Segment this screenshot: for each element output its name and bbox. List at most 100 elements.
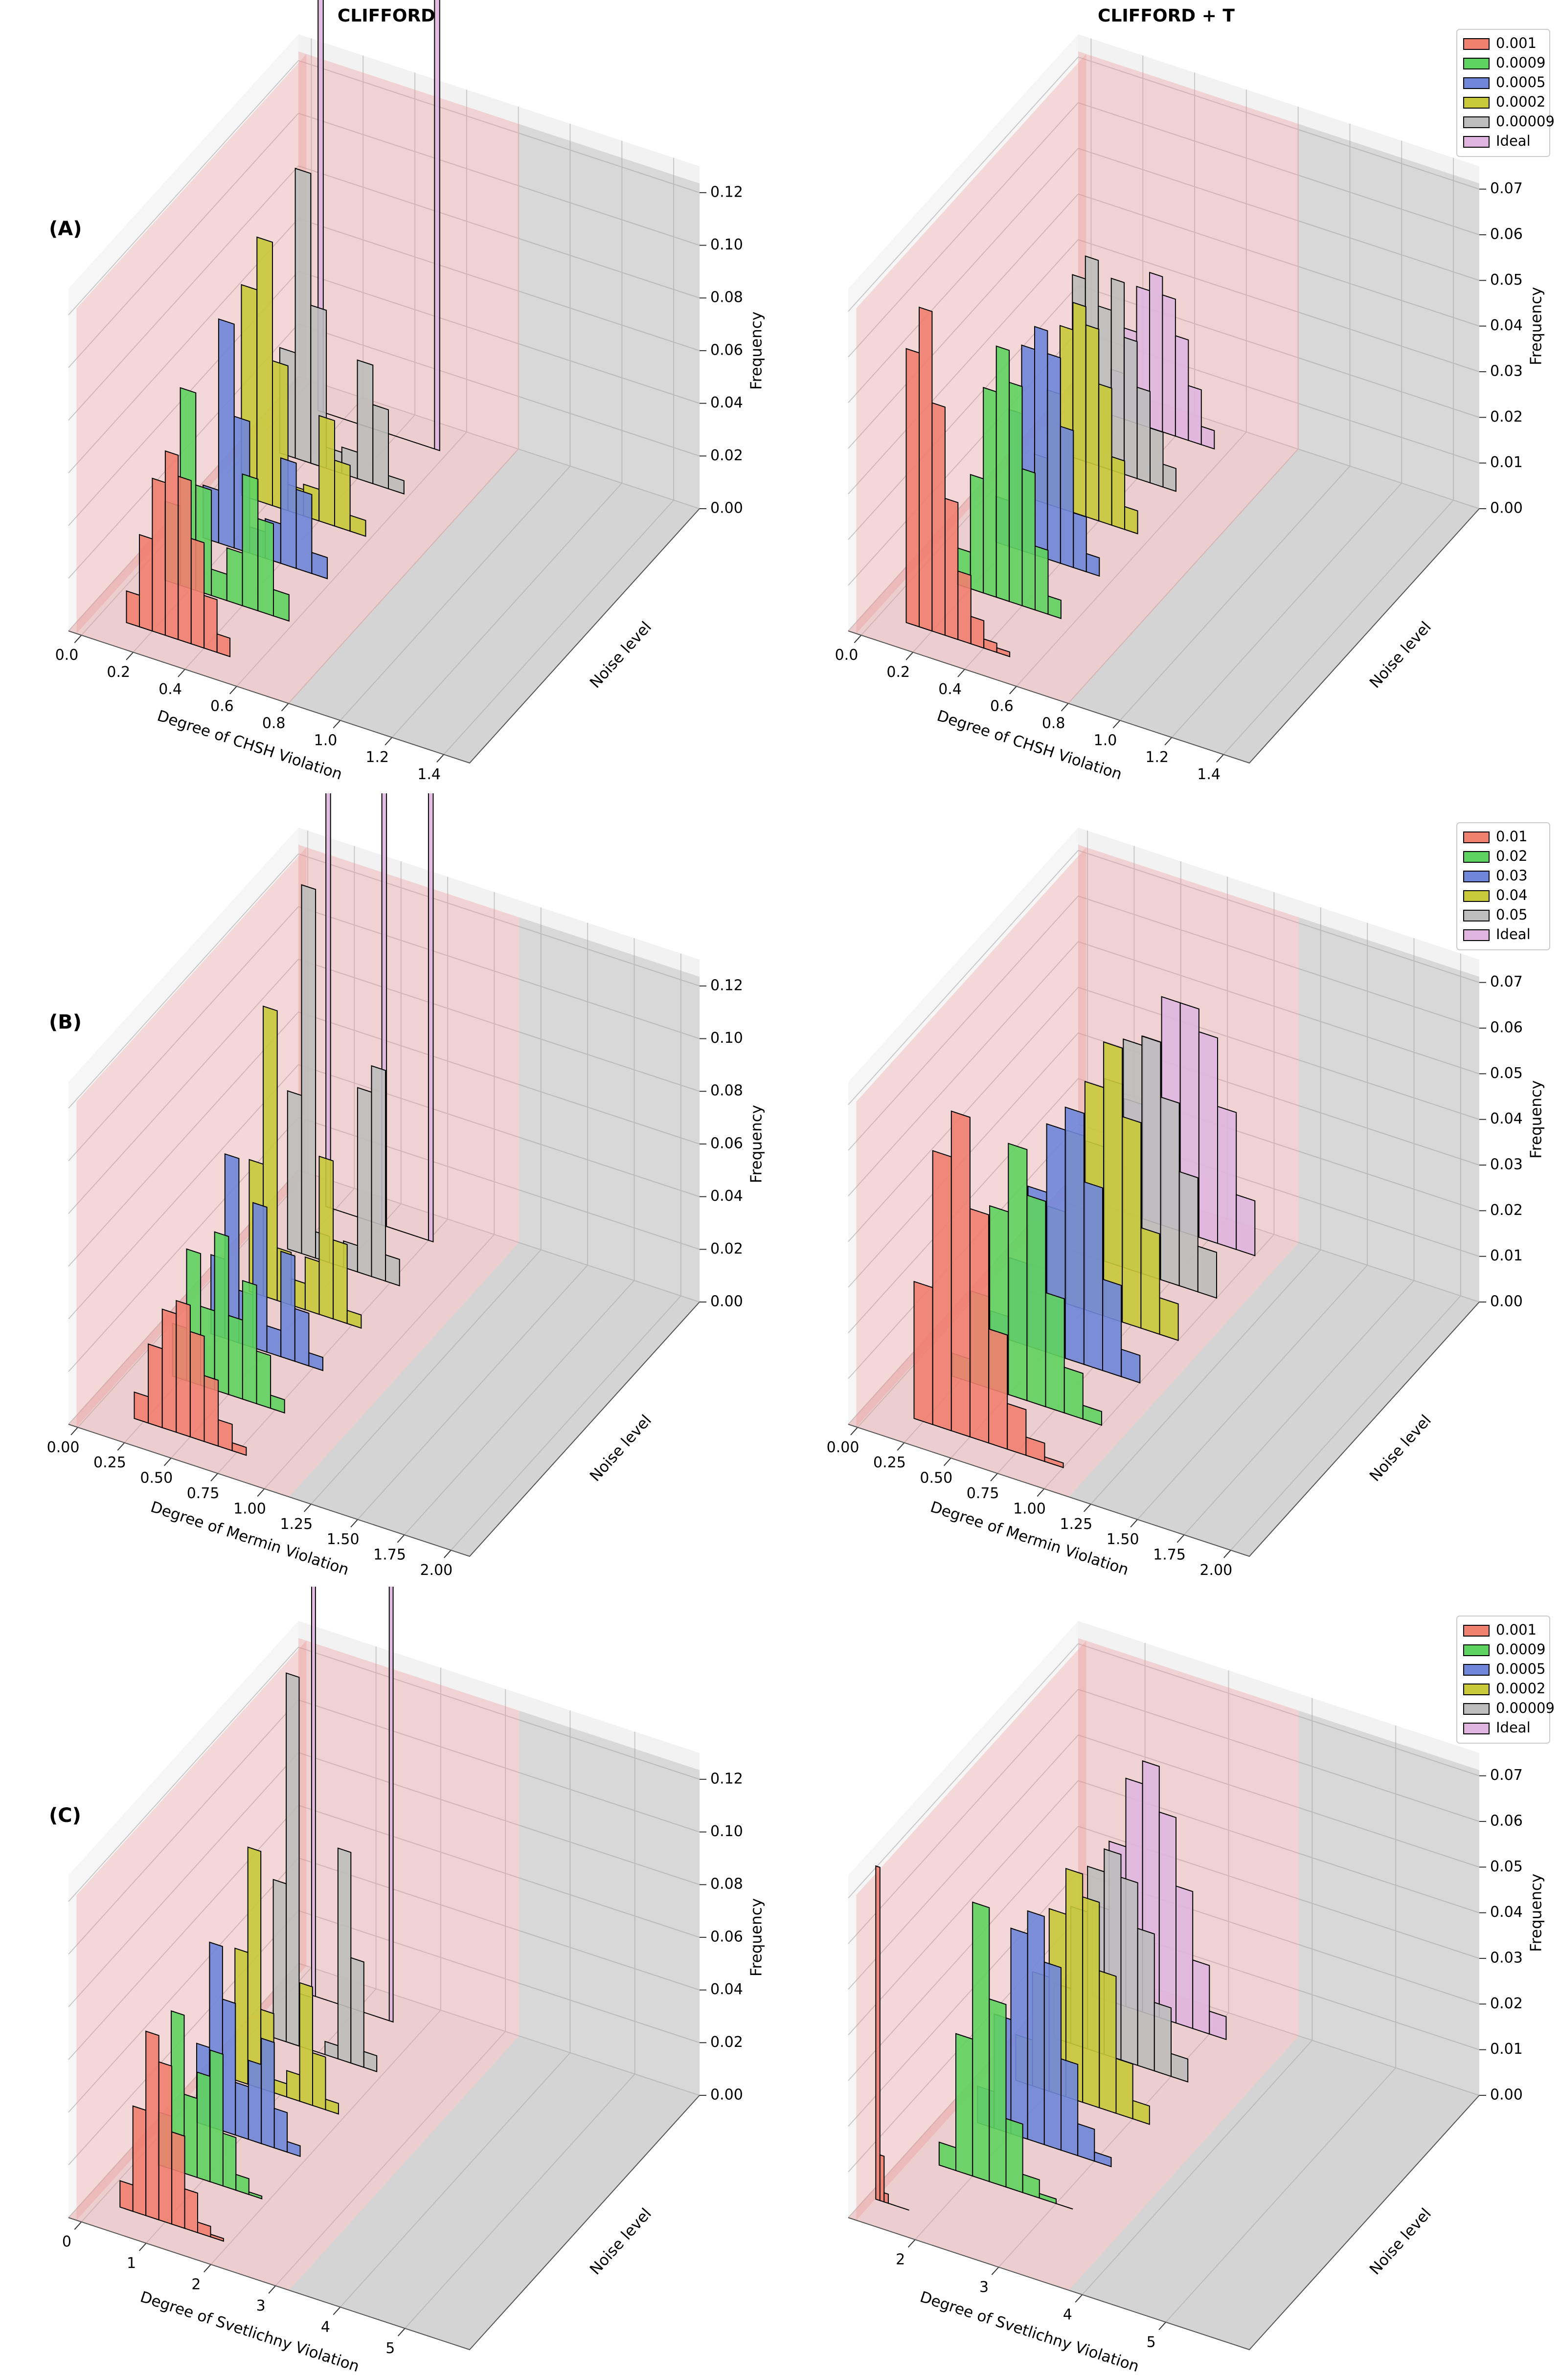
bar bbox=[1102, 1279, 1122, 1377]
bar bbox=[197, 2071, 211, 2182]
grid-line bbox=[1090, 1249, 1321, 1504]
legend-swatch bbox=[1463, 871, 1490, 882]
bar bbox=[318, 415, 335, 527]
side-pane bbox=[68, 1621, 298, 2218]
bar bbox=[301, 884, 317, 1259]
legend-swatch bbox=[1463, 851, 1490, 863]
z-tick-label: 0.02 bbox=[710, 447, 743, 464]
bar bbox=[1009, 382, 1023, 606]
bar bbox=[211, 568, 227, 602]
panel: 0.00 0.25 0.50 0.75 1.00 1.25 1.50 1.75 2.00 0.00… bbox=[47, 793, 766, 1579]
legend-label: 0.04 bbox=[1496, 887, 1528, 903]
grid-line bbox=[1230, 1295, 1461, 1551]
z-tick-label: 0.05 bbox=[1490, 1858, 1523, 1875]
legend: 0.001 0.0009 0.0005 0.0002 0.00009 Ideal bbox=[1456, 29, 1555, 157]
bar bbox=[1085, 553, 1100, 577]
z-tick-label: 0.02 bbox=[1490, 1995, 1523, 2012]
bar bbox=[1137, 1928, 1155, 2072]
shade-gray bbox=[519, 917, 700, 1302]
shade-pink bbox=[76, 1640, 307, 2221]
bar bbox=[1047, 353, 1061, 564]
grid-line bbox=[68, 1805, 299, 2060]
bar bbox=[346, 1309, 362, 1329]
x-tick bbox=[126, 651, 134, 660]
grid-line bbox=[68, 906, 299, 1162]
z-axis-label: Frequency bbox=[748, 1898, 766, 1976]
legend-swatch bbox=[1463, 77, 1490, 89]
x-tick bbox=[303, 1504, 312, 1512]
z-tick-label: 0.00 bbox=[1490, 1293, 1523, 1310]
bar bbox=[333, 1239, 348, 1325]
grid-line bbox=[236, 431, 467, 687]
bar bbox=[203, 595, 218, 653]
x-tick-label: 0.0 bbox=[55, 647, 79, 664]
bar bbox=[119, 2180, 134, 2212]
shade-gray bbox=[1299, 917, 1479, 1302]
x-tick bbox=[850, 1427, 858, 1436]
x-tick bbox=[268, 2285, 276, 2294]
grid-line bbox=[210, 2010, 441, 2265]
x-tick-label: 4 bbox=[1063, 2306, 1072, 2323]
x-tick bbox=[138, 2243, 147, 2251]
bar bbox=[286, 2070, 300, 2102]
bar bbox=[216, 633, 231, 657]
bar bbox=[139, 534, 153, 632]
shade-gray bbox=[289, 449, 700, 763]
bar bbox=[875, 1865, 881, 2201]
bar bbox=[1153, 2001, 1172, 2077]
grid-line bbox=[298, 323, 700, 457]
z-tick-label: 0.06 bbox=[1490, 1019, 1523, 1036]
grid-line bbox=[68, 1699, 299, 1955]
axis-line bbox=[848, 508, 1480, 764]
bar bbox=[287, 2141, 301, 2157]
bar bbox=[988, 1328, 1008, 1450]
x-tick bbox=[229, 686, 237, 695]
x-tick bbox=[1158, 2322, 1166, 2331]
bar bbox=[970, 615, 985, 649]
x-tick bbox=[854, 635, 862, 643]
bar bbox=[1098, 383, 1112, 526]
grid-line bbox=[1183, 1280, 1415, 1535]
grid-line bbox=[68, 1117, 299, 1372]
bar bbox=[1022, 2174, 1040, 2199]
grid-line bbox=[848, 1734, 1079, 1990]
bar bbox=[357, 359, 374, 485]
side-pane bbox=[68, 828, 298, 1424]
grid-line bbox=[848, 1689, 1079, 1944]
bar bbox=[1082, 1896, 1100, 2109]
legend-swatch bbox=[1463, 38, 1490, 50]
x-tick bbox=[1176, 1534, 1185, 1543]
x-tick-label: 0.6 bbox=[990, 698, 1014, 715]
bar bbox=[152, 477, 166, 636]
x-tick bbox=[1037, 1488, 1045, 1497]
bar bbox=[257, 518, 274, 617]
x-tick-label: 0.00 bbox=[47, 1439, 80, 1456]
bar bbox=[161, 1308, 177, 1433]
z-tick-label: 0.06 bbox=[1490, 1813, 1523, 1830]
axis-line bbox=[68, 1302, 700, 1557]
bar bbox=[171, 2131, 185, 2229]
grid-line bbox=[298, 218, 700, 351]
grid-line bbox=[1078, 896, 1480, 1029]
bars bbox=[905, 255, 1215, 657]
panel-label: (B) bbox=[49, 1011, 82, 1033]
bar bbox=[1082, 1404, 1102, 1426]
bar bbox=[1073, 512, 1087, 573]
x-tick-label: 0.00 bbox=[827, 1439, 859, 1456]
bar bbox=[209, 2049, 224, 2187]
shade-pink bbox=[76, 54, 307, 634]
y-axis-label: Noise level bbox=[587, 1412, 655, 1485]
x-tick bbox=[897, 1442, 905, 1451]
x-tick bbox=[1223, 1549, 1231, 1558]
grid-line bbox=[848, 987, 1079, 1242]
grid-line bbox=[848, 56, 1079, 312]
bar bbox=[190, 538, 205, 649]
bar bbox=[1008, 1143, 1028, 1401]
grid-line bbox=[298, 1064, 700, 1197]
z-tick-label: 0.01 bbox=[1490, 1247, 1523, 1264]
bar bbox=[248, 2060, 262, 2145]
x-tick bbox=[384, 737, 393, 746]
x-tick bbox=[178, 669, 185, 677]
bar bbox=[1077, 2123, 1095, 2162]
x-tick-label: 0.4 bbox=[158, 681, 182, 698]
